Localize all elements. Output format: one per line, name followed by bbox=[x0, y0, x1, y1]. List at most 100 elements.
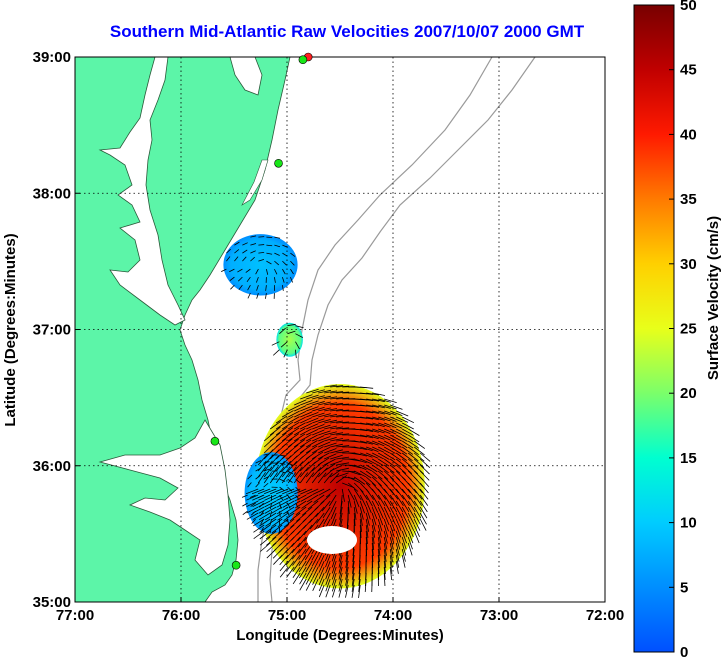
velocity-vector bbox=[413, 500, 422, 513]
velocity-vector bbox=[278, 530, 289, 540]
velocity-vector bbox=[335, 475, 348, 484]
velocity-vector bbox=[287, 323, 296, 327]
velocity-vector bbox=[300, 417, 313, 424]
velocity-vector bbox=[318, 424, 331, 430]
velocity-vector bbox=[294, 416, 306, 424]
velocity-vector bbox=[336, 467, 349, 472]
velocity-vector bbox=[413, 452, 425, 462]
velocity-vector bbox=[295, 349, 297, 359]
velocity-vector bbox=[294, 399, 307, 406]
velocity-vector bbox=[318, 447, 331, 454]
velocity-vector bbox=[247, 482, 252, 488]
velocity-vector bbox=[291, 536, 301, 547]
velocity-patch-mouth-patch bbox=[276, 322, 303, 357]
velocity-vector bbox=[372, 398, 386, 403]
velocity-vector bbox=[371, 530, 375, 544]
velocity-vector bbox=[395, 560, 399, 574]
velocity-vector bbox=[395, 512, 403, 525]
velocity-vector bbox=[317, 462, 329, 472]
y-tick-label: 37:00 bbox=[33, 322, 71, 339]
velocity-vector bbox=[377, 542, 381, 556]
velocity-vector bbox=[401, 494, 410, 506]
velocity-vector bbox=[306, 400, 319, 406]
velocity-vector bbox=[389, 560, 393, 574]
velocity-vector bbox=[365, 512, 370, 526]
velocity-vector bbox=[338, 578, 343, 592]
velocity-vector bbox=[396, 416, 409, 423]
velocity-vector bbox=[360, 452, 373, 458]
velocity-vector bbox=[295, 341, 300, 350]
velocity-vector bbox=[312, 395, 325, 400]
velocity-vector bbox=[258, 244, 265, 246]
velocity-vector bbox=[318, 413, 331, 418]
velocity-vector bbox=[247, 474, 253, 480]
velocity-vector bbox=[272, 536, 283, 547]
velocity-vector bbox=[413, 518, 421, 531]
velocity-vector bbox=[301, 506, 313, 516]
velocity-vector bbox=[365, 494, 373, 507]
velocity-vector bbox=[264, 512, 277, 521]
velocity-vector bbox=[324, 448, 337, 454]
velocity-vector bbox=[407, 500, 416, 513]
velocity-vector bbox=[300, 422, 313, 430]
velocity-vector bbox=[407, 458, 419, 468]
velocity-vector bbox=[364, 578, 367, 592]
velocity-vector bbox=[294, 494, 307, 502]
pamlico-sound bbox=[98, 419, 231, 576]
velocity-vector bbox=[384, 434, 397, 441]
velocity-vector bbox=[366, 410, 380, 414]
velocity-vector bbox=[413, 440, 426, 449]
velocity-vector bbox=[401, 524, 408, 538]
velocity-vector bbox=[269, 466, 279, 478]
velocity-vector bbox=[311, 472, 321, 484]
velocity-vector bbox=[287, 470, 294, 475]
velocity-vector bbox=[312, 429, 325, 436]
velocity-vector bbox=[360, 404, 374, 408]
velocity-vector bbox=[285, 554, 295, 566]
velocity-vector bbox=[245, 488, 259, 495]
velocity-vector bbox=[360, 440, 373, 445]
velocity-vector bbox=[407, 518, 415, 531]
velocity-vector bbox=[383, 524, 389, 538]
velocity-vector bbox=[401, 542, 407, 556]
velocity-vector bbox=[336, 433, 350, 436]
velocity-vector bbox=[294, 405, 307, 412]
x-tick-label: 72:00 bbox=[586, 607, 624, 624]
velocity-vector bbox=[311, 462, 323, 472]
velocity-vector bbox=[407, 512, 415, 525]
velocity-vector bbox=[263, 468, 270, 472]
velocity-vector bbox=[336, 472, 349, 478]
velocity-vector bbox=[395, 464, 407, 474]
velocity-vector bbox=[256, 284, 259, 291]
velocity-vector bbox=[318, 441, 331, 448]
x-tick-label: 73:00 bbox=[480, 607, 518, 624]
colorbar-tick-label: 50 bbox=[680, 0, 697, 14]
velocity-vector bbox=[401, 518, 408, 532]
velocity-vector bbox=[293, 433, 306, 442]
velocity-vector bbox=[377, 500, 385, 513]
velocity-vector bbox=[372, 434, 385, 440]
velocity-vector bbox=[274, 252, 280, 256]
velocity-vector bbox=[299, 566, 307, 579]
velocity-vector bbox=[279, 503, 282, 510]
velocity-vector bbox=[330, 500, 337, 513]
velocity-vector bbox=[295, 325, 304, 329]
velocity-vector bbox=[312, 424, 325, 430]
velocity-vector bbox=[395, 440, 408, 449]
velocity-vector bbox=[263, 472, 272, 484]
velocity-vector bbox=[365, 470, 377, 479]
velocity-vector bbox=[371, 470, 383, 480]
velocity-vector bbox=[263, 432, 275, 442]
velocity-vector bbox=[407, 440, 420, 449]
velocity-vector bbox=[316, 518, 325, 531]
velocity-vector bbox=[287, 421, 300, 430]
velocity-vector bbox=[305, 554, 313, 567]
velocity-vector bbox=[407, 542, 413, 556]
velocity-vector bbox=[372, 446, 385, 453]
station-green bbox=[210, 436, 220, 446]
velocity-vector bbox=[383, 500, 391, 513]
velocity-vector bbox=[338, 572, 343, 586]
velocity-vector bbox=[345, 560, 349, 574]
station-green bbox=[231, 560, 241, 570]
